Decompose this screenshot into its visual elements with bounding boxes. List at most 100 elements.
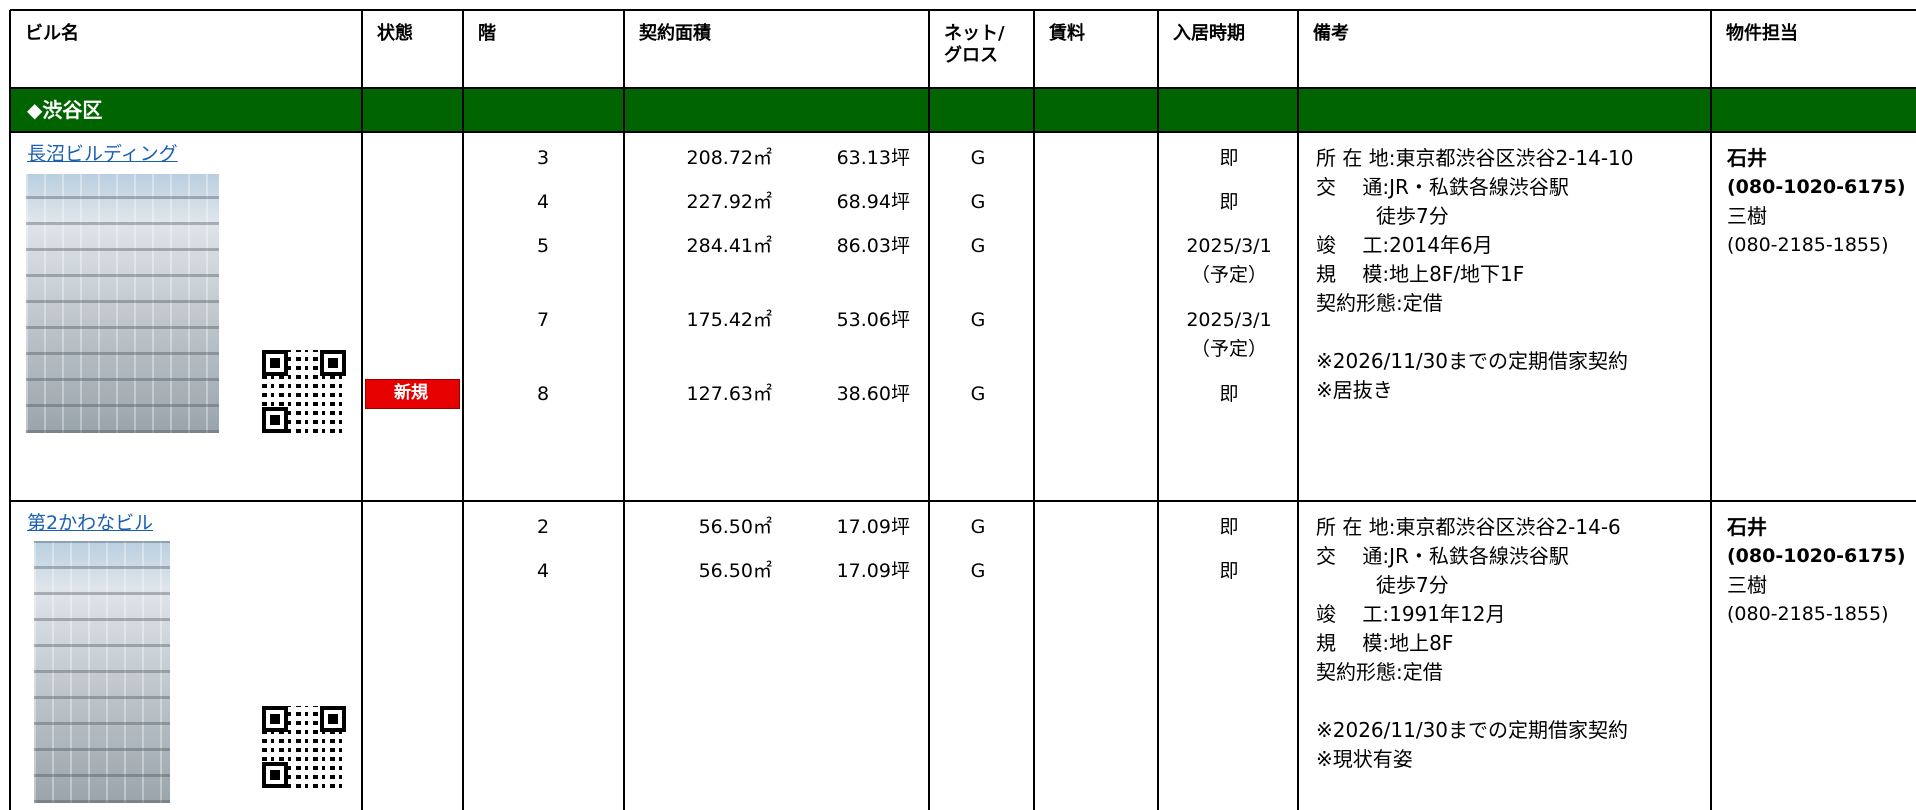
move-in: 即 — [1219, 191, 1239, 213]
header-cell: 状態 — [377, 23, 413, 44]
qr-finder — [320, 350, 346, 376]
grid-line — [10, 500, 1916, 502]
move-in: （予定） — [1190, 264, 1268, 286]
net-gross: G — [970, 560, 986, 582]
status-text: 新規 — [394, 383, 428, 403]
contact-phone: (080-1020-6175) — [1727, 545, 1906, 567]
move-in: 2025/3/1 — [1186, 309, 1272, 331]
net-gross: G — [970, 147, 986, 169]
note-line: 規 模:地上8F — [1316, 631, 1454, 655]
note-line: 交 通:JR・私鉄各線渋谷駅 — [1316, 175, 1569, 199]
grid-line — [1157, 10, 1159, 810]
net-gross: G — [970, 309, 986, 331]
area-tsubo: 17.09坪 — [836, 516, 910, 538]
grid-line — [10, 131, 1916, 133]
net-gross: G — [970, 235, 986, 257]
note-line: 契約形態:定借 — [1316, 291, 1443, 315]
note-line: 所 在 地:東京都渋谷区渋谷2-14-10 — [1316, 146, 1634, 170]
note-line: 契約形態:定借 — [1316, 660, 1443, 684]
net-gross: G — [970, 383, 986, 405]
building-photo — [26, 174, 219, 433]
note-line: ※2026/11/30までの定期借家契約 — [1316, 718, 1629, 742]
note-line: 徒歩7分 — [1316, 573, 1449, 597]
move-in: 即 — [1219, 516, 1239, 538]
building-name[interactable]: 長沼ビルディング — [27, 143, 178, 165]
building-photo — [34, 541, 170, 803]
contact-name: 三樹 — [1727, 204, 1767, 228]
qr-finder — [320, 706, 346, 732]
move-in: 2025/3/1 — [1186, 235, 1272, 257]
qr-code — [262, 350, 346, 433]
grid-line — [361, 10, 363, 810]
area-m2: 284.41㎡ — [686, 235, 772, 257]
floor: 8 — [536, 383, 550, 405]
qr-finder — [262, 350, 288, 376]
contact-phone: (080-1020-6175) — [1727, 176, 1906, 198]
note-line: ※居抜き — [1316, 378, 1393, 402]
header-cell: 入居時期 — [1173, 23, 1245, 44]
area-m2: 175.42㎡ — [686, 309, 772, 331]
grid-line — [1033, 10, 1035, 810]
net-gross: G — [970, 191, 986, 213]
header-cell: 備考 — [1313, 23, 1349, 44]
floor: 4 — [536, 191, 550, 213]
contact-name: 石井 — [1727, 146, 1767, 170]
note-line: ※現状有姿 — [1316, 747, 1413, 771]
header-cell: 物件担当 — [1726, 23, 1798, 44]
area-m2: 208.72㎡ — [686, 147, 772, 169]
move-in: 即 — [1219, 147, 1239, 169]
grid-line — [928, 10, 930, 810]
area-tsubo: 17.09坪 — [836, 560, 910, 582]
header-cell: ビル名 — [25, 23, 79, 44]
contact-name: 石井 — [1727, 515, 1767, 539]
section-title: ◆渋谷区 — [27, 98, 103, 122]
header-cell: 階 — [478, 23, 496, 44]
area-m2: 227.92㎡ — [686, 191, 772, 213]
header-cell: 賃料 — [1049, 23, 1085, 44]
area-tsubo: 63.13坪 — [836, 147, 910, 169]
floor: 7 — [536, 309, 550, 331]
area-tsubo: 86.03坪 — [836, 235, 910, 257]
grid-line — [9, 10, 11, 810]
move-in: 即 — [1219, 560, 1239, 582]
note-line: 規 模:地上8F/地下1F — [1316, 262, 1525, 286]
contact-name: 三樹 — [1727, 573, 1767, 597]
section-band — [10, 88, 1916, 132]
qr-finder — [262, 407, 288, 433]
note-line: 竣 工:2014年6月 — [1316, 233, 1493, 257]
note-line: 竣 工:1991年12月 — [1316, 602, 1506, 626]
grid-line — [1710, 10, 1712, 810]
note-line: 交 通:JR・私鉄各線渋谷駅 — [1316, 544, 1569, 568]
area-tsubo: 68.94坪 — [836, 191, 910, 213]
net-gross: G — [970, 516, 986, 538]
qr-finder — [262, 706, 288, 732]
header-cell: 契約面積 — [639, 23, 711, 44]
floor: 3 — [536, 147, 550, 169]
contact-phone: (080-2185-1855) — [1727, 234, 1889, 256]
area-tsubo: 38.60坪 — [836, 383, 910, 405]
note-line: 所 在 地:東京都渋谷区渋谷2-14-6 — [1316, 515, 1621, 539]
grid-line — [1297, 10, 1299, 810]
floor: 5 — [536, 235, 550, 257]
area-m2: 56.50㎡ — [698, 516, 772, 538]
floor: 2 — [536, 516, 550, 538]
move-in: 即 — [1219, 383, 1239, 405]
header-cell: ネット/ — [944, 23, 1005, 44]
qr-code — [262, 706, 346, 788]
grid-line — [10, 9, 1916, 11]
contact-phone: (080-2185-1855) — [1727, 603, 1889, 625]
note-line: 徒歩7分 — [1316, 204, 1449, 228]
move-in: （予定） — [1190, 338, 1268, 360]
floor: 4 — [536, 560, 550, 582]
area-m2: 56.50㎡ — [698, 560, 772, 582]
grid-line — [623, 10, 625, 810]
area-m2: 127.63㎡ — [686, 383, 772, 405]
status-badge — [365, 379, 460, 409]
grid-line — [10, 87, 1916, 89]
building-name[interactable]: 第2かわなビル — [27, 512, 154, 534]
qr-finder — [262, 762, 288, 788]
grid-line — [462, 10, 464, 810]
note-line: ※2026/11/30までの定期借家契約 — [1316, 349, 1629, 373]
